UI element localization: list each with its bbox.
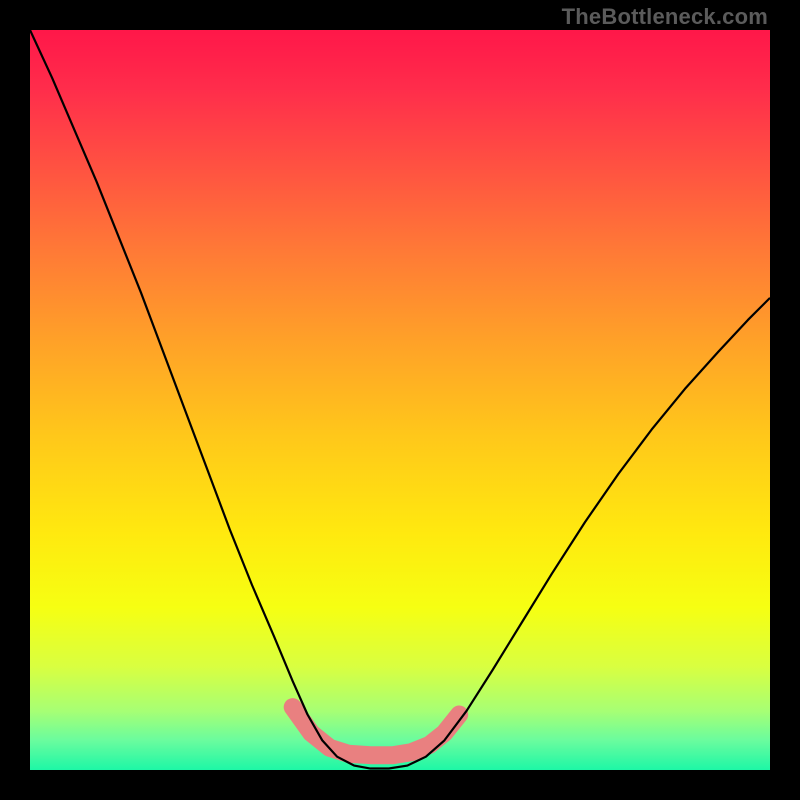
curve-overlay <box>30 30 770 770</box>
plot-area <box>30 30 770 770</box>
watermark-text: TheBottleneck.com <box>562 4 768 30</box>
chart-frame: TheBottleneck.com <box>0 0 800 800</box>
bottleneck-curve <box>30 30 770 769</box>
